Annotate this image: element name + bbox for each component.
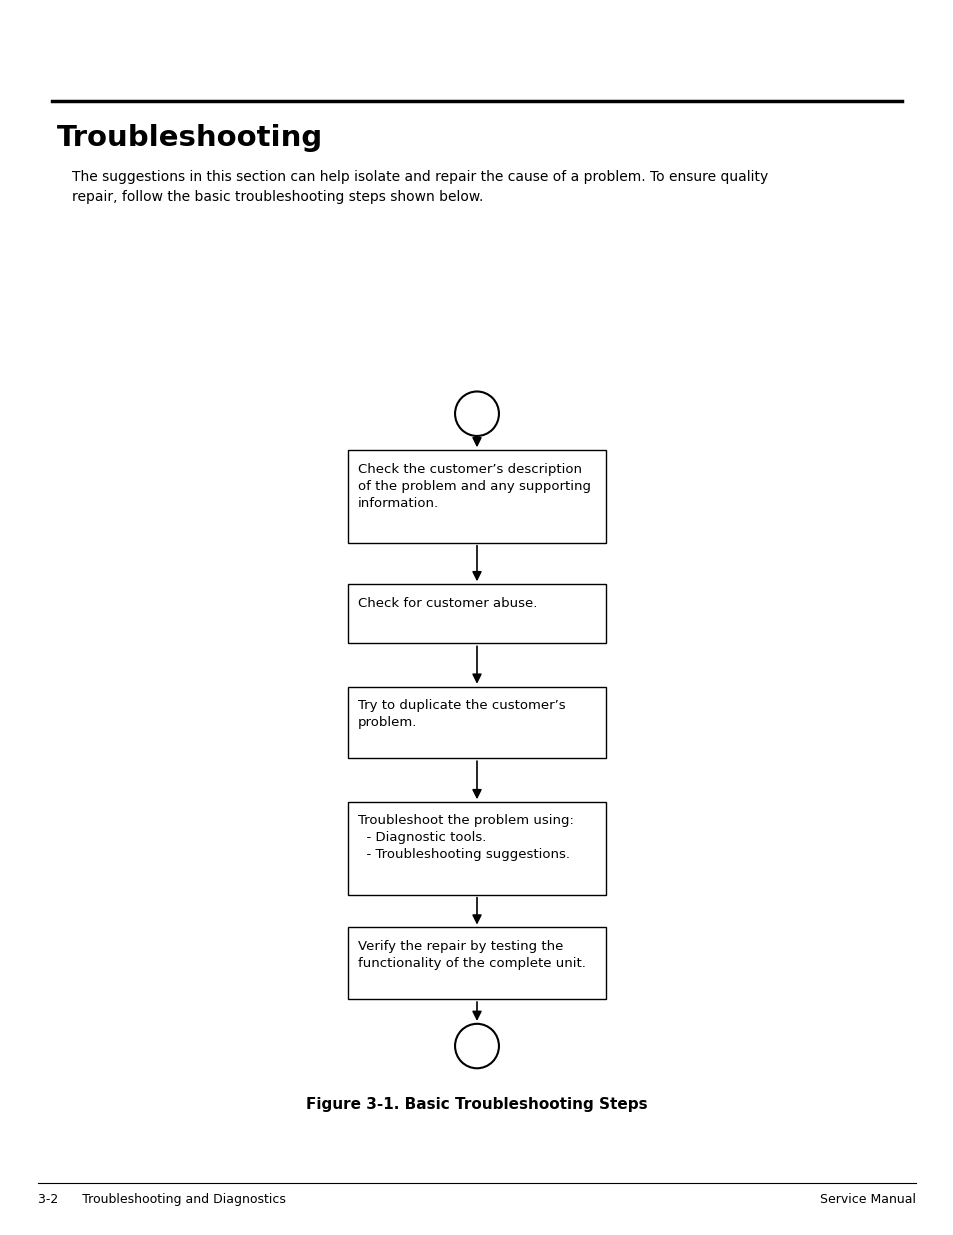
Text: Try to duplicate the customer’s
problem.: Try to duplicate the customer’s problem. [357, 699, 565, 729]
Text: Troubleshooting: Troubleshooting [57, 124, 323, 152]
Text: 3-2      Troubleshooting and Diagnostics: 3-2 Troubleshooting and Diagnostics [38, 1193, 286, 1207]
Text: Figure 3-1. Basic Troubleshooting Steps: Figure 3-1. Basic Troubleshooting Steps [306, 1097, 647, 1112]
Text: Service Manual: Service Manual [819, 1193, 915, 1207]
FancyBboxPatch shape [348, 803, 605, 894]
FancyBboxPatch shape [348, 584, 605, 643]
FancyBboxPatch shape [348, 687, 605, 758]
FancyBboxPatch shape [348, 927, 605, 999]
Text: Check for customer abuse.: Check for customer abuse. [357, 597, 537, 610]
Text: Troubleshoot the problem using:
  - Diagnostic tools.
  - Troubleshooting sugges: Troubleshoot the problem using: - Diagno… [357, 815, 573, 862]
Text: The suggestions in this section can help isolate and repair the cause of a probl: The suggestions in this section can help… [71, 170, 767, 204]
Text: Verify the repair by testing the
functionality of the complete unit.: Verify the repair by testing the functio… [357, 940, 585, 969]
FancyBboxPatch shape [348, 451, 605, 543]
Text: Check the customer’s description
of the problem and any supporting
information.: Check the customer’s description of the … [357, 463, 590, 510]
